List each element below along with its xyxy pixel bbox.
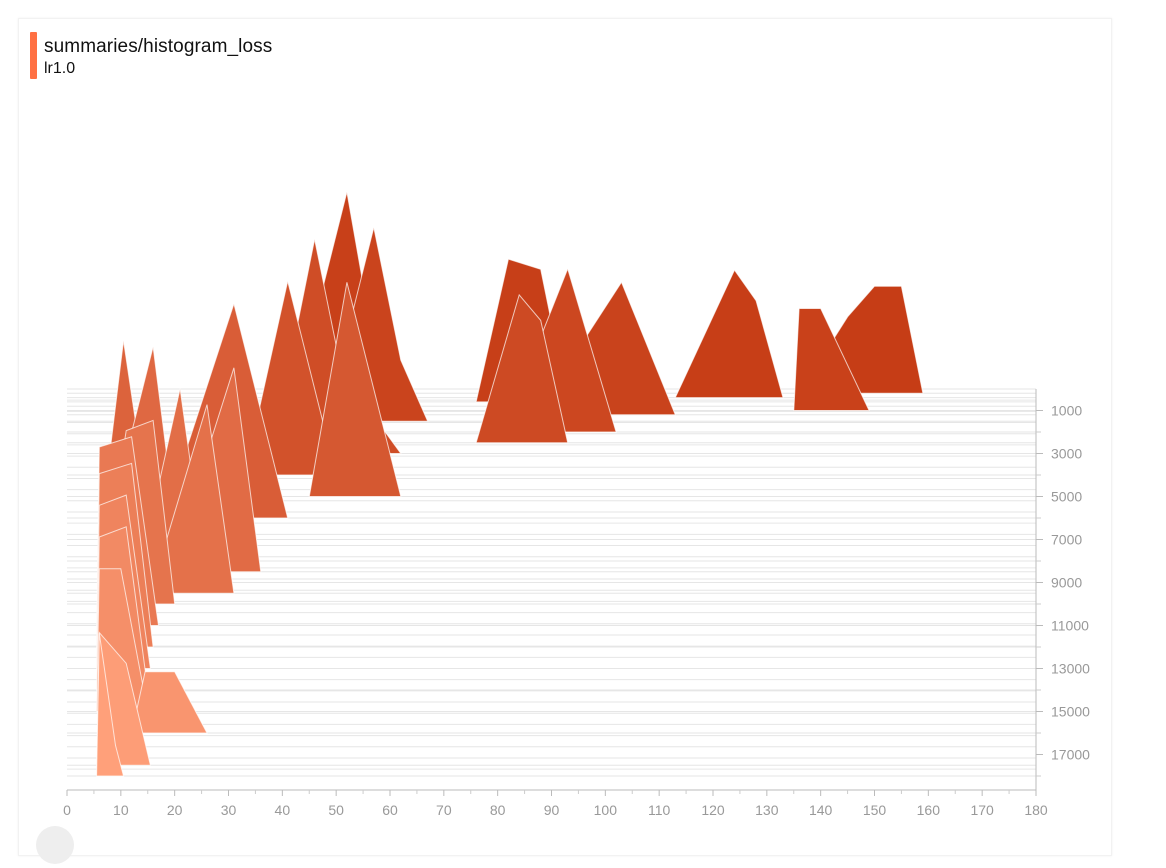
x-tick-label: 120 — [701, 802, 725, 818]
histogram-slices — [96, 191, 924, 777]
x-tick-label: 180 — [1024, 802, 1048, 818]
x-tick-label: 50 — [328, 802, 344, 818]
y-tick-label: 11000 — [1051, 618, 1089, 634]
y-axis-right: 1000 3000 5000 7000 9000 11000 13000 15000 17000 — [1035, 389, 1090, 790]
y-tick-label: 1000 — [1051, 403, 1082, 419]
y-tick-label: 3000 — [1051, 446, 1082, 462]
x-tick-label: 10 — [113, 802, 129, 818]
x-tick-label: 160 — [917, 802, 941, 818]
x-tick-label: 0 — [63, 802, 71, 818]
histogram-slice — [130, 671, 208, 734]
run-name: lr1.0 — [44, 60, 76, 77]
x-tick-label: 170 — [970, 802, 994, 818]
x-tick-label: 150 — [863, 802, 887, 818]
x-tick-label: 110 — [648, 802, 671, 818]
histogram-slice — [149, 404, 235, 594]
x-tick-label: 140 — [809, 802, 833, 818]
y-tick-label: 7000 — [1051, 532, 1082, 548]
y-tick-label: 15000 — [1051, 704, 1090, 720]
histogram-slice — [243, 281, 337, 476]
x-tick-label: 80 — [490, 802, 506, 818]
histogram-slice — [674, 269, 784, 399]
y-tick-label: 5000 — [1051, 489, 1082, 505]
expand-button[interactable] — [36, 826, 74, 864]
x-tick-label: 60 — [382, 802, 398, 818]
histogram-slice — [308, 282, 402, 497]
x-tick-label: 130 — [755, 802, 779, 818]
histogram-slice — [96, 633, 125, 777]
histogram-slice — [475, 293, 569, 444]
x-tick-label: 100 — [594, 802, 618, 818]
run-color-swatch — [30, 32, 37, 79]
chart-title: summaries/histogram_loss — [44, 36, 273, 57]
y-tick-label: 9000 — [1051, 575, 1082, 591]
histogram-slice — [793, 308, 870, 411]
x-tick-label: 30 — [221, 802, 237, 818]
x-tick-label: 90 — [544, 802, 560, 818]
y-tick-label: 13000 — [1051, 661, 1090, 677]
x-axis: 0 10 20 30 40 50 60 70 80 90 100 110 120 130 140 150 160… — [63, 789, 1048, 818]
x-tick-label: 40 — [275, 802, 291, 818]
x-tick-label: 20 — [167, 802, 183, 818]
y-tick-label: 17000 — [1051, 747, 1090, 763]
x-tick-label: 70 — [436, 802, 452, 818]
